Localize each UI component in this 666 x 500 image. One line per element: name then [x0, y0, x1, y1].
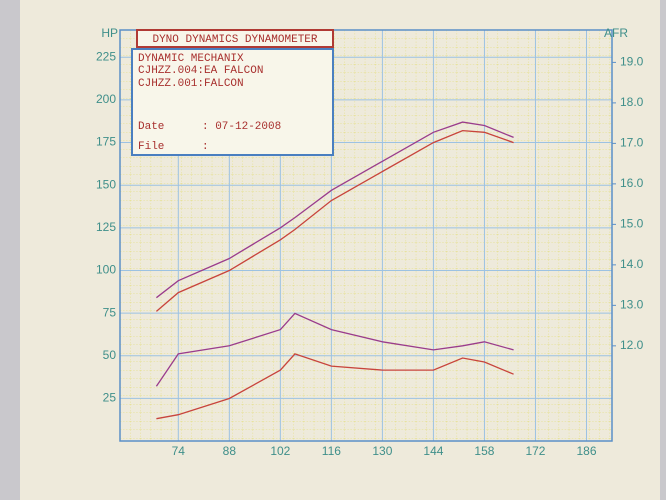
x-tick-label: 116: [322, 444, 341, 458]
y-tick-label: 200: [96, 92, 116, 106]
title-box: [136, 29, 334, 48]
x-tick-label: 144: [423, 444, 443, 458]
y-tick-label: 150: [96, 177, 116, 191]
series-line: [156, 353, 514, 420]
file-label: File: [138, 141, 164, 153]
plot-frame: [119, 29, 613, 442]
y-tick-label: 175: [96, 135, 116, 149]
y2-tick-label: 14.0: [620, 257, 644, 271]
y-tick-label: 50: [103, 348, 117, 362]
x-tick-label: 172: [525, 444, 545, 458]
date-value: : 07-12-2008: [202, 121, 281, 133]
y2-tick-label: 16.0: [620, 176, 644, 190]
series-line: [155, 129, 514, 312]
y-tick-label: 225: [96, 49, 116, 63]
y2-tick-label: 13.0: [620, 298, 644, 312]
date-label: Date: [138, 121, 164, 133]
y2-tick-label: 15.0: [620, 217, 644, 231]
y2-tick-label: 17.0: [620, 136, 644, 150]
chart-title: DYNO DYNAMICS DYNAMOMETER: [152, 34, 317, 46]
x-tick-label: 158: [474, 444, 494, 458]
x-tick-label: 130: [372, 444, 392, 458]
series-line: [156, 121, 514, 299]
x-tick-label: 88: [223, 444, 237, 458]
y-tick-label: 25: [103, 391, 117, 405]
y2-tick-label: 18.0: [620, 95, 644, 109]
info-box: [131, 48, 334, 156]
y2-tick-label: 19.0: [620, 55, 644, 69]
legend-entry: CJHZZ.004:EA FALCON: [138, 65, 263, 77]
y2-axis-label: AFR: [604, 26, 628, 40]
y-tick-label: 75: [103, 305, 117, 319]
x-tick-label: 74: [172, 444, 186, 458]
y-tick-label: 100: [96, 263, 116, 277]
y-axis-label: HP: [101, 26, 118, 40]
legend-entry: CJHZZ.001:FALCON: [138, 78, 244, 90]
y-tick-label: 125: [96, 220, 116, 234]
x-tick-label: 186: [576, 444, 596, 458]
file-value: :: [202, 141, 209, 153]
shop-name: DYNAMIC MECHANIX: [138, 53, 244, 65]
y2-tick-label: 12.0: [620, 338, 644, 352]
x-tick-label: 102: [270, 444, 290, 458]
series-line: [155, 312, 514, 387]
